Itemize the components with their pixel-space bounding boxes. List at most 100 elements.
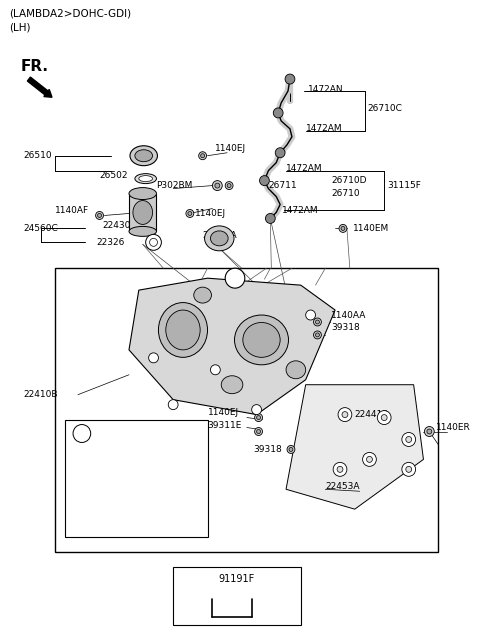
Ellipse shape (221, 376, 243, 394)
Circle shape (128, 463, 131, 466)
Text: 26710D: 26710D (331, 176, 367, 185)
Circle shape (149, 353, 158, 363)
Circle shape (424, 426, 434, 436)
Circle shape (285, 74, 295, 84)
Text: 1140EJ: 1140EJ (207, 408, 239, 417)
Ellipse shape (130, 146, 157, 166)
Text: 1140EJ: 1140EJ (216, 144, 247, 153)
Circle shape (406, 467, 412, 472)
Ellipse shape (210, 231, 228, 246)
Circle shape (306, 310, 315, 320)
Circle shape (108, 485, 111, 489)
Circle shape (227, 184, 231, 188)
FancyArrow shape (27, 77, 52, 97)
Text: 24570A: 24570A (203, 231, 237, 240)
Circle shape (188, 211, 192, 216)
Circle shape (427, 429, 432, 434)
Text: a: a (80, 429, 84, 438)
Polygon shape (129, 278, 335, 415)
Text: 31115F: 31115F (387, 181, 421, 190)
Text: 1140EJ: 1140EJ (195, 209, 226, 218)
Circle shape (97, 214, 101, 218)
Text: 1140EJ: 1140EJ (75, 460, 104, 469)
Text: 26510: 26510 (23, 151, 52, 160)
Circle shape (367, 456, 372, 462)
Circle shape (252, 404, 262, 415)
Text: 26711: 26711 (268, 181, 297, 190)
Text: 1140AA: 1140AA (331, 310, 367, 319)
Circle shape (96, 211, 104, 220)
Circle shape (315, 320, 319, 324)
Ellipse shape (235, 315, 288, 365)
Circle shape (126, 486, 132, 493)
Text: 1140AF: 1140AF (55, 206, 89, 215)
Circle shape (257, 415, 261, 420)
Circle shape (145, 234, 161, 250)
Text: (LH): (LH) (9, 22, 31, 32)
Circle shape (225, 268, 245, 288)
Text: a: a (232, 274, 238, 283)
Text: 1140ER: 1140ER (436, 423, 471, 432)
Circle shape (73, 424, 91, 442)
Circle shape (213, 180, 222, 191)
Bar (173, 567, 301, 625)
Circle shape (108, 462, 111, 467)
Ellipse shape (286, 361, 306, 379)
Ellipse shape (133, 200, 153, 225)
Circle shape (402, 462, 416, 476)
Text: 22410B: 22410B (23, 390, 58, 399)
Polygon shape (286, 385, 423, 509)
Text: 26502: 26502 (99, 171, 128, 180)
Circle shape (381, 415, 387, 420)
Text: 1472AM: 1472AM (282, 206, 319, 215)
Circle shape (215, 183, 220, 188)
Circle shape (273, 108, 283, 118)
Text: 24560C: 24560C (23, 224, 58, 233)
Circle shape (313, 318, 322, 326)
Circle shape (287, 445, 295, 453)
Circle shape (168, 399, 178, 410)
Ellipse shape (135, 173, 156, 184)
Text: 22453A: 22453A (325, 482, 360, 491)
Ellipse shape (129, 188, 156, 200)
Text: 91191F: 91191F (219, 574, 255, 584)
Bar (55, 268, 438, 552)
Circle shape (342, 412, 348, 417)
Text: 26710C: 26710C (368, 104, 402, 113)
Circle shape (362, 452, 376, 467)
Text: 1472AN: 1472AN (308, 84, 343, 93)
Circle shape (313, 331, 322, 339)
Circle shape (406, 436, 412, 442)
Text: FR.: FR. (21, 59, 49, 74)
Circle shape (338, 408, 352, 422)
Text: 1140EM: 1140EM (353, 224, 389, 233)
Text: 1472AM: 1472AM (306, 124, 342, 133)
Circle shape (225, 182, 233, 189)
Circle shape (337, 467, 343, 472)
Text: 39318: 39318 (331, 323, 360, 332)
Bar (129, 193, 156, 232)
Circle shape (254, 413, 263, 422)
Circle shape (106, 483, 113, 492)
Text: 39318: 39318 (253, 445, 282, 454)
Text: 1472AM: 1472AM (286, 164, 323, 173)
Ellipse shape (139, 175, 153, 182)
Circle shape (201, 154, 204, 157)
Ellipse shape (204, 226, 234, 251)
Text: 26710: 26710 (331, 189, 360, 198)
Circle shape (126, 461, 132, 467)
Circle shape (341, 227, 345, 230)
Ellipse shape (129, 227, 156, 236)
Circle shape (402, 433, 416, 447)
Text: 22441P: 22441P (355, 410, 388, 419)
Circle shape (199, 152, 206, 160)
Text: 22326: 22326 (96, 238, 125, 247)
Bar (65, 420, 207, 537)
Circle shape (254, 428, 263, 435)
Circle shape (377, 411, 391, 424)
Text: 22430: 22430 (103, 221, 131, 230)
Circle shape (265, 214, 275, 223)
Ellipse shape (166, 310, 200, 350)
Circle shape (186, 209, 194, 218)
Text: (LAMBDA2>DOHC-GDI): (LAMBDA2>DOHC-GDI) (9, 8, 132, 19)
